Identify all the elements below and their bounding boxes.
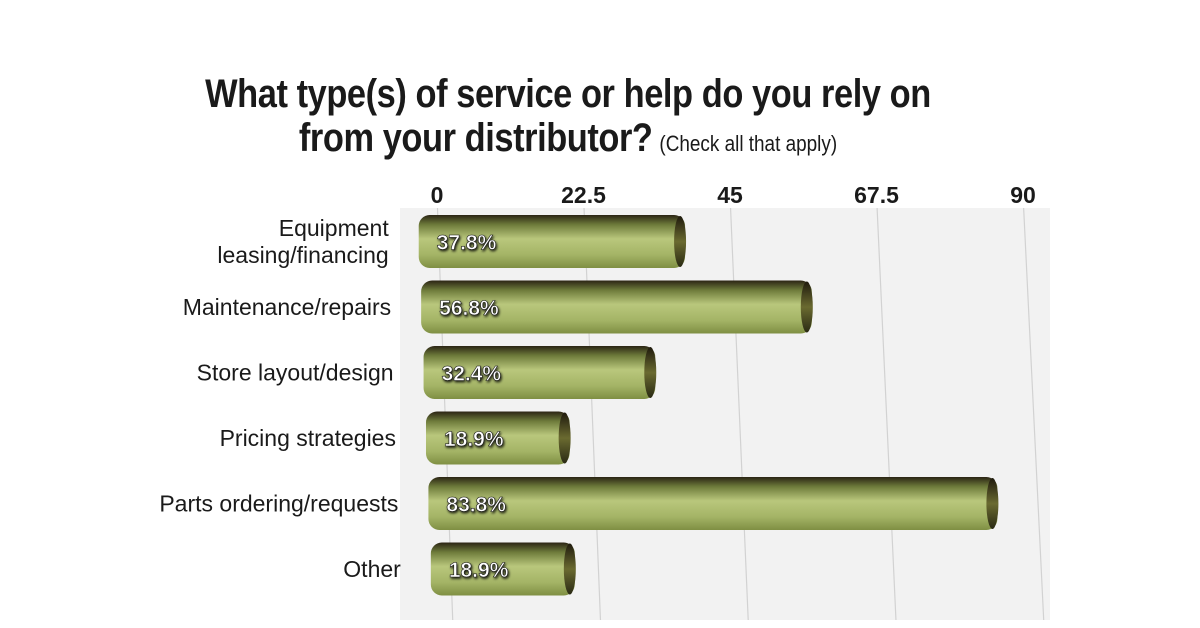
gridline [876,207,897,621]
bar [428,477,999,530]
x-tick-label: 22.5 [561,182,606,208]
category-label-line: Equipment [279,215,390,241]
bar-body [430,542,575,596]
chart-title-line-2: from your distributor? (Check all that ap… [80,116,1057,161]
category-label-line: leasing/financing [217,242,388,268]
category-label: Pricing strategies [220,425,396,451]
x-tick-label: 0 [431,182,444,208]
chart-title-note: (Check all that apply) [659,131,838,156]
bar-value-label: 18.9% [449,559,509,582]
bar-end-cap [674,216,687,267]
chart-title-line-1: What type(s) of service or help do you r… [205,72,931,116]
bar-body [425,411,570,465]
category-label: Equipment leasing/financing [217,215,389,268]
bar-body [423,346,656,399]
bar [425,411,571,465]
category-label: Other [343,556,401,582]
bar-value-label: 37.8% [437,232,497,255]
bar-body [428,477,998,530]
category-label-line: Parts ordering/requests [159,491,398,517]
chart-title-line-2-text: from your distributor? [298,116,653,160]
bar-end-cap [563,543,576,595]
x-tick-label: 90 [1010,182,1036,208]
bar [421,280,813,334]
bar-end-cap [800,281,813,333]
bar-end-cap [558,412,571,464]
category-label-line: Maintenance/repairs [183,294,391,320]
bar-end-cap [986,478,999,529]
x-tick-label: 67.5 [854,182,899,208]
category-label-line: Pricing strategies [220,425,396,451]
bar-value-label: 18.9% [444,428,504,451]
bar [418,215,687,268]
category-label-line: Other [343,556,401,582]
x-tick-label: 45 [717,182,743,208]
bar [430,542,576,596]
gridline [729,207,749,621]
bar-value-label: 83.8% [446,494,506,517]
bar [423,346,657,399]
category-label: Parts ordering/requests [159,491,398,517]
gridline [1023,207,1045,621]
bar-body [418,215,686,268]
gridline [583,207,602,621]
category-label: Maintenance/repairs [183,294,391,320]
bar-body [421,280,812,334]
category-label: Store layout/design [197,360,394,386]
category-label-line: Store layout/design [197,360,394,386]
bar-value-label: 32.4% [442,363,502,386]
bar-end-cap [644,347,657,398]
bar-value-label: 56.8% [439,297,499,320]
